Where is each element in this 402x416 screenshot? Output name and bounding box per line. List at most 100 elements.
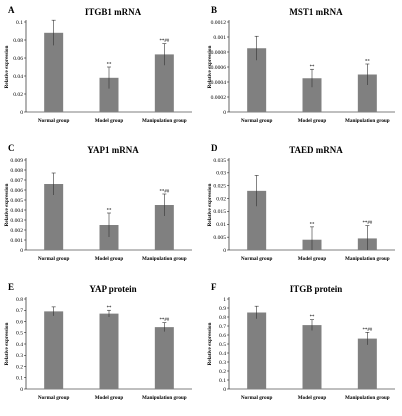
panel-e-title: YAP protein (89, 284, 136, 294)
panel-e-ytick-label: 0.6 (16, 319, 23, 325)
panel-c-significance: ** (107, 209, 112, 214)
panel-f-significance: ** (310, 315, 315, 320)
panel-e-ylabel: Relative expression (4, 323, 10, 366)
panel-c-title: YAP1 mRNA (87, 145, 139, 155)
panel-c-category-label: Model group (95, 256, 124, 262)
panel-f-ytick-label: 0.6 (219, 333, 226, 339)
panel-c-ylabel: Relative expression (4, 184, 10, 227)
panel-d-category-label: Model group (298, 256, 327, 262)
panel-b-bar (247, 48, 267, 112)
panel-d-category-label: Manipulation group (345, 256, 390, 262)
panel-f-bar (302, 325, 322, 389)
panel-a-letter: A (8, 5, 15, 15)
panel-a-title: ITGB1 mRNA (85, 7, 142, 17)
panel-d-significance: **## (363, 221, 373, 226)
panel-c-ytick-label: 0 (20, 248, 23, 254)
panel-e-significance: **## (160, 318, 170, 323)
panel-c-letter: C (8, 143, 15, 153)
panel-e-ytick-label: 0.1 (16, 376, 23, 382)
panel-f-bar (247, 312, 267, 389)
panel-f-ytick-label: 0.5 (219, 342, 226, 348)
panel-c: C YAP1 mRNA Relative expression 0 0.001 0.002… (4, 143, 192, 262)
panel-a-significance: **## (160, 39, 170, 44)
panel-f-ytick-label: 0.2 (219, 369, 226, 375)
panel-c-ytick-label: 0.005 (10, 198, 23, 204)
panel-f-significance: **## (363, 328, 373, 333)
panel-a: A ITGB1 mRNA Relative expression 0 0.02 0.04 0… (4, 5, 192, 124)
panel-c-ytick-label: 0.008 (10, 168, 23, 174)
panel-f-ytick-label: 0.8 (219, 315, 226, 321)
panel-e-ytick-label: 0 (20, 387, 23, 393)
panel-c-ytick-label: 0.007 (10, 178, 23, 184)
panel-f-letter: F (211, 282, 217, 292)
panel-e-ytick-label: 0.3 (16, 353, 23, 359)
panel-e-ytick-label: 0.4 (16, 342, 23, 348)
panel-e-ytick-label: 0.5 (16, 331, 23, 337)
panel-e-bar (99, 313, 119, 389)
panel-b-ytick-label: 0.0004 (211, 80, 227, 86)
panel-f-ytick-label: 0.7 (219, 324, 226, 330)
panel-e-significance: ** (107, 306, 112, 311)
panel-d-ytick-label: 0.025 (213, 184, 226, 190)
panel-d: D TAED mRNA Relative expression 0 0.005 0.01 0… (207, 143, 395, 262)
panel-a-ytick-label: 0.08 (13, 38, 23, 44)
panel-f-ytick-label: 0 (223, 387, 226, 393)
panel-b: B MST1 mRNA Relative expression 0 0.0002 0.00… (207, 5, 395, 124)
panel-e-ytick-label: 0.7 (16, 308, 23, 314)
panel-d-bar (247, 190, 267, 250)
panel-b-letter: B (211, 5, 217, 15)
panel-e-ytick-label: 0.8 (16, 297, 23, 303)
panel-a-ytick-label: 0.04 (13, 74, 23, 80)
panel-f-bar (357, 338, 377, 389)
panel-a-bar (44, 32, 64, 112)
panel-b-significance: ** (310, 65, 315, 70)
panel-b-bar (302, 78, 322, 112)
panel-a-category-label: Manipulation group (142, 118, 187, 124)
panel-c-category-label: Normal group (38, 256, 70, 262)
panel-b-ytick-label: 0.0008 (211, 50, 227, 56)
panel-a-ytick-label: 0.02 (13, 92, 23, 98)
panel-f-ylabel: Relative expression (207, 323, 213, 366)
panel-f: F ITGB protein Relative expression 0 0.1 0.2 0… (207, 282, 395, 401)
panel-e-letter: E (8, 282, 14, 292)
panel-b-ylabel: Relative expression (207, 46, 213, 89)
panel-b-ytick-label: 0.001 (213, 35, 226, 41)
panel-b-title: MST1 mRNA (289, 7, 343, 17)
panel-d-ytick-label: 0 (223, 248, 226, 254)
panel-a-bar (99, 77, 119, 112)
panel-c-ytick-label: 0.002 (10, 228, 23, 234)
panel-f-category-label: Manipulation group (345, 395, 390, 401)
panel-c-bar (99, 225, 119, 250)
panel-c-bar (44, 184, 64, 250)
panel-d-category-label: Normal group (241, 256, 273, 262)
panel-a-ytick-label: 0.1 (16, 20, 23, 26)
panel-c-ytick-label: 0.001 (10, 238, 23, 244)
panel-e-ytick-label: 0.2 (16, 364, 23, 370)
panel-d-ytick-label: 0.015 (213, 209, 226, 215)
panel-c-ytick-label: 0.009 (10, 158, 23, 164)
panel-f-ytick-label: 1 (223, 297, 226, 303)
panel-d-ytick-label: 0.01 (216, 222, 226, 228)
panel-a-significance: ** (107, 63, 112, 68)
panel-f-category-label: Model group (298, 395, 327, 401)
panel-b-category-label: Normal group (241, 118, 273, 124)
panel-b-category-label: Manipulation group (345, 118, 390, 124)
panel-a-ylabel: Relative expression (4, 46, 10, 89)
panel-b-ytick-label: 0.0006 (211, 65, 227, 71)
panel-f-title: ITGB protein (290, 284, 343, 294)
panel-c-ytick-label: 0.004 (10, 208, 23, 214)
panel-e-bar (154, 327, 174, 389)
panel-a-ytick-label: 0 (20, 110, 23, 116)
panel-f-category-label: Normal group (241, 395, 273, 401)
panel-f-ytick-label: 0.3 (219, 360, 226, 366)
panel-d-significance: ** (310, 222, 315, 227)
panel-a-ytick-label: 0.06 (13, 56, 23, 62)
panel-f-ytick-label: 0.4 (219, 351, 226, 357)
panel-c-significance: **## (160, 190, 170, 195)
panel-c-ytick-label: 0.003 (10, 218, 23, 224)
panel-e-category-label: Model group (95, 395, 124, 401)
panel-b-ytick-label: 0 (223, 110, 226, 116)
panel-a-category-label: Model group (95, 118, 124, 124)
panel-f-ytick-label: 0.1 (219, 378, 226, 384)
